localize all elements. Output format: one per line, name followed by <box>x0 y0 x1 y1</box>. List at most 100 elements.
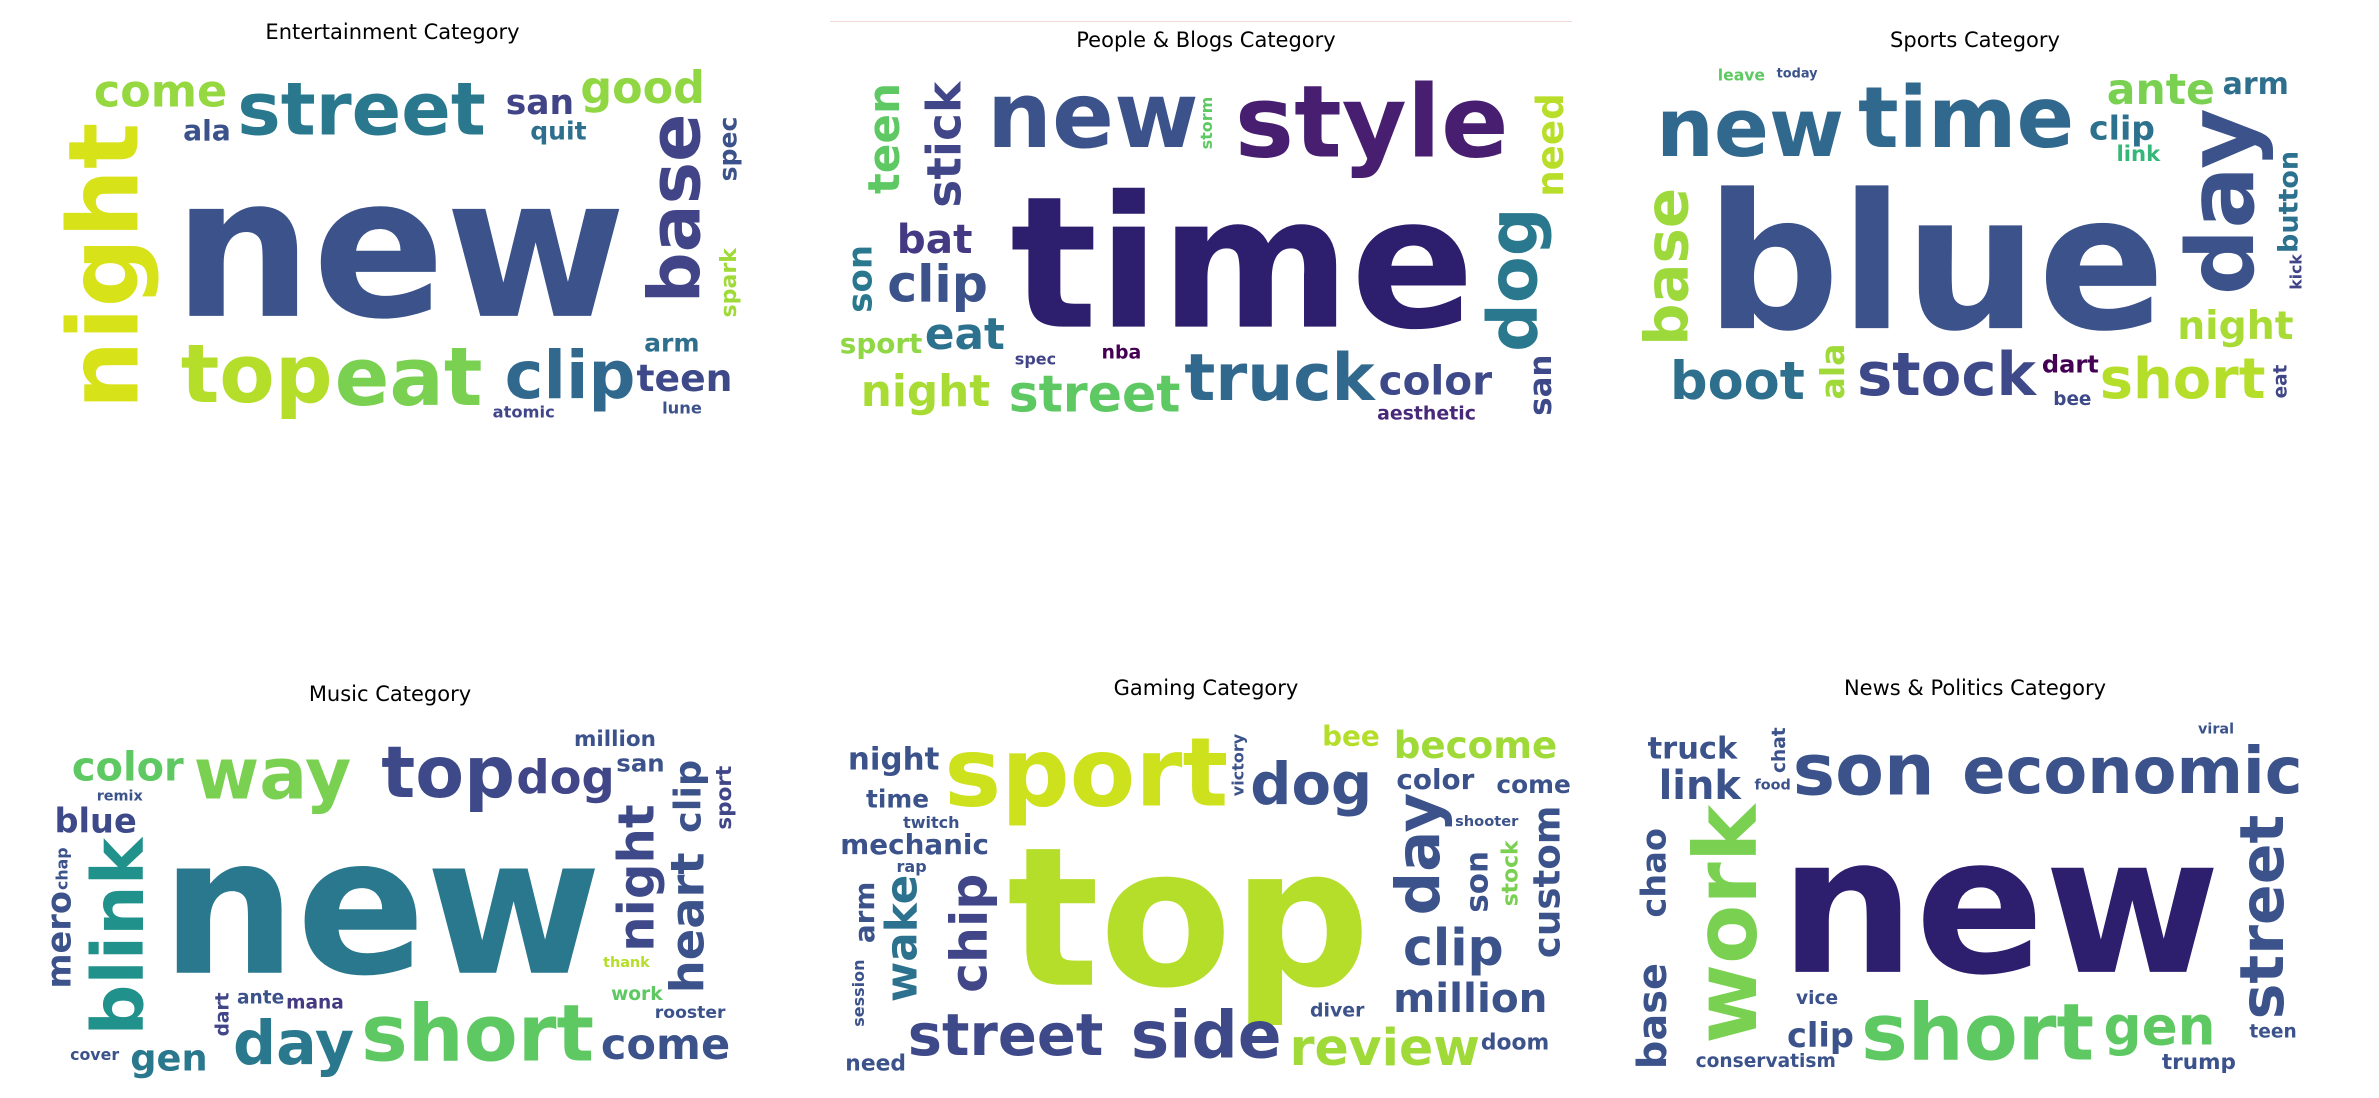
cloud-word: new <box>1656 82 1844 176</box>
cloud-word: link <box>1659 763 1743 809</box>
cloud-word: street <box>908 1002 1104 1069</box>
cloud-word: ante <box>2107 66 2215 115</box>
cloud-word: thank <box>603 955 650 971</box>
chart-title: Entertainment Category <box>265 20 520 44</box>
cloud-word: dog <box>1250 751 1372 818</box>
cloud-word: rooster <box>655 1003 726 1023</box>
cloud-word: diver <box>1310 999 1365 1021</box>
chart-title: News & Politics Category <box>1843 676 2107 700</box>
cloud-word: time <box>1010 158 1475 371</box>
cloud-word: stock <box>1499 840 1524 906</box>
cloud-word: dart <box>213 992 234 1036</box>
cloud-word: million <box>574 727 656 752</box>
cloud-word: dog <box>1474 207 1553 352</box>
cloud-word: stock <box>1857 340 2038 409</box>
cloud-word: ala <box>183 114 231 147</box>
cloud-word: blink <box>77 836 160 1035</box>
cloud-word: day <box>233 1009 354 1079</box>
cloud-word: short <box>361 988 594 1080</box>
cloud-word: color <box>1379 356 1493 404</box>
cloud-word: color <box>1396 763 1474 796</box>
cloud-word: twitch <box>903 813 959 832</box>
wordcloud-panel: Music Category new short blink way top day nigh… <box>40 682 740 1079</box>
cloud-word: vice <box>1796 988 1838 1009</box>
cloud-word: button <box>2274 151 2305 253</box>
cloud-word: way <box>194 732 352 815</box>
cloud-word: night <box>607 804 665 951</box>
cloud-word: come <box>94 67 227 118</box>
wordcloud: new work short son economic street gen link base… <box>1630 718 2320 1073</box>
cloud-word: teen <box>2249 1022 2296 1043</box>
cloud-word: bee <box>1322 719 1380 752</box>
cloud-word: food <box>1755 778 1791 794</box>
cloud-word: need <box>845 1052 906 1077</box>
chart-title: People & Blogs Category <box>1076 28 1336 52</box>
cloud-word: street <box>2228 815 2298 1020</box>
cloud-word: truck <box>1648 732 1738 767</box>
cloud-word: viral <box>2198 722 2234 738</box>
cloud-word: time <box>1858 69 2074 168</box>
cloud-word: chao <box>1635 828 1674 918</box>
cloud-word: top <box>381 731 515 814</box>
cloud-word: leave <box>1718 66 1765 84</box>
cloud-word: base <box>1632 188 1701 346</box>
cloud-word: son <box>841 245 881 313</box>
wordcloud: top sport side day dog street review chip clip wa… <box>836 718 1576 1078</box>
cloud-word: dart <box>2042 351 2099 379</box>
cloud-word: base <box>1630 963 1676 1069</box>
cloud-word: night <box>848 741 940 777</box>
cloud-word: new <box>987 64 1199 169</box>
chart-title: Sports Category <box>1890 28 2060 52</box>
cloud-word: sport <box>840 327 923 360</box>
top-divider <box>830 21 1572 22</box>
cloud-word: spark <box>716 247 742 318</box>
cloud-word: review <box>1290 1018 1480 1077</box>
cloud-word: new <box>173 135 626 363</box>
cloud-word: clip <box>1403 918 1504 977</box>
cloud-word: work <box>1677 802 1777 1044</box>
cloud-word: bee <box>2053 389 2091 410</box>
cloud-word: arm <box>644 328 699 357</box>
cloud-word: gen <box>2104 996 2216 1058</box>
cloud-word: san <box>616 748 664 777</box>
cloud-word: street <box>237 68 486 153</box>
cloud-word: style <box>1235 64 1509 181</box>
wordcloud: new short blink way top day night dog heart come c… <box>40 724 740 1079</box>
cloud-word: lune <box>662 399 702 418</box>
cloud-word: shooter <box>1455 813 1519 830</box>
cloud-word: quit <box>530 117 586 146</box>
cloud-word: dog <box>516 751 614 805</box>
cloud-word: san <box>1523 355 1559 416</box>
wordcloud-panel: Sports Category blue day time new base stock sh… <box>1630 28 2320 414</box>
cloud-word: chat <box>1769 727 1790 773</box>
cloud-word: clip <box>887 255 988 314</box>
cloud-word: night <box>47 123 160 410</box>
cloud-word: victory <box>1228 733 1247 796</box>
cloud-word: clip <box>505 338 636 414</box>
cloud-word: mero <box>40 891 79 988</box>
cloud-word: economic <box>1962 735 2302 809</box>
cloud-word: clip <box>666 760 709 833</box>
cloud-word: mechanic <box>840 828 989 861</box>
cloud-word: top <box>1007 806 1370 1031</box>
wordcloud: new night eat top street base clip good come teen… <box>40 60 745 425</box>
cloud-word: blue <box>1705 155 2165 373</box>
cloud-word: clip <box>2089 109 2155 148</box>
cloud-word: new <box>1780 795 2221 1017</box>
cloud-word: color <box>72 744 184 790</box>
cloud-word: chip <box>940 874 999 993</box>
cloud-word: time <box>866 785 929 814</box>
cloud-word: son <box>1793 728 1935 811</box>
wordcloud-panel: People & Blogs Category time style new dog tr… <box>836 28 1576 424</box>
cloud-word: eat <box>925 309 1005 360</box>
cloud-word: need <box>1528 93 1572 197</box>
cloud-word: side <box>1131 999 1282 1074</box>
cloud-word: short <box>2100 347 2266 412</box>
cloud-word: bat <box>897 215 973 263</box>
cloud-word: new <box>161 796 602 1018</box>
